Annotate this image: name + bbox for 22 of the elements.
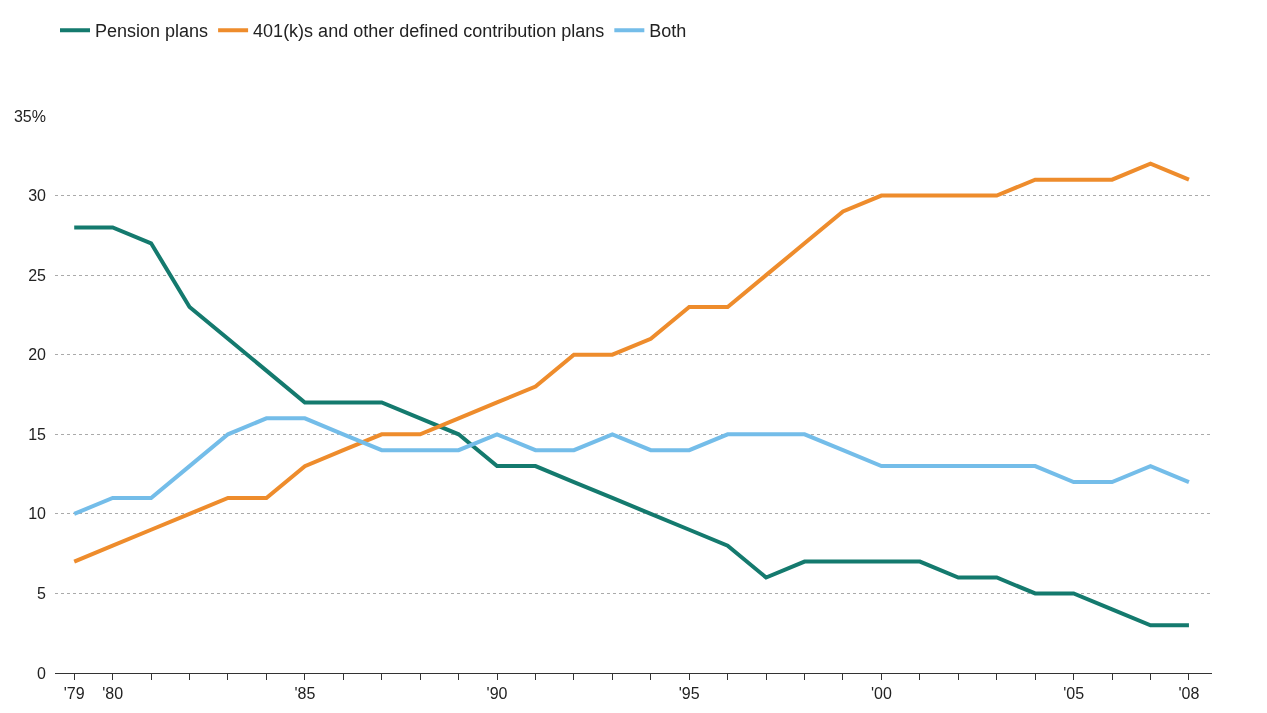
- line-series: [72, 225, 1191, 628]
- legend-label: Both: [649, 21, 687, 42]
- x-tick-label: '85: [294, 685, 316, 703]
- x-tick-label: '80: [102, 685, 124, 703]
- x-tick-label: '90: [486, 685, 508, 703]
- x-tick-label: '05: [1063, 685, 1085, 703]
- y-tick-label: 25: [28, 266, 47, 284]
- legend-label: 401(k)s and other defined contribution plans: [253, 21, 605, 42]
- line-series: [72, 416, 1191, 516]
- line-series: [72, 161, 1191, 564]
- x-tick-label: '08: [1178, 685, 1200, 703]
- y-tick-label: 35%: [13, 107, 46, 125]
- y-tick-label: 15: [28, 425, 47, 443]
- y-tick-label: 30: [28, 187, 47, 205]
- y-tick-label: 20: [28, 346, 47, 364]
- y-tick-label: 0: [37, 664, 47, 682]
- x-tick-label: '95: [678, 685, 700, 703]
- y-tick-label: 5: [37, 585, 47, 603]
- legend-label: Pension plans: [95, 21, 209, 42]
- x-tick-label: '79: [63, 685, 85, 703]
- x-tick-label: '00: [871, 685, 892, 703]
- y-tick-label: 10: [28, 505, 47, 523]
